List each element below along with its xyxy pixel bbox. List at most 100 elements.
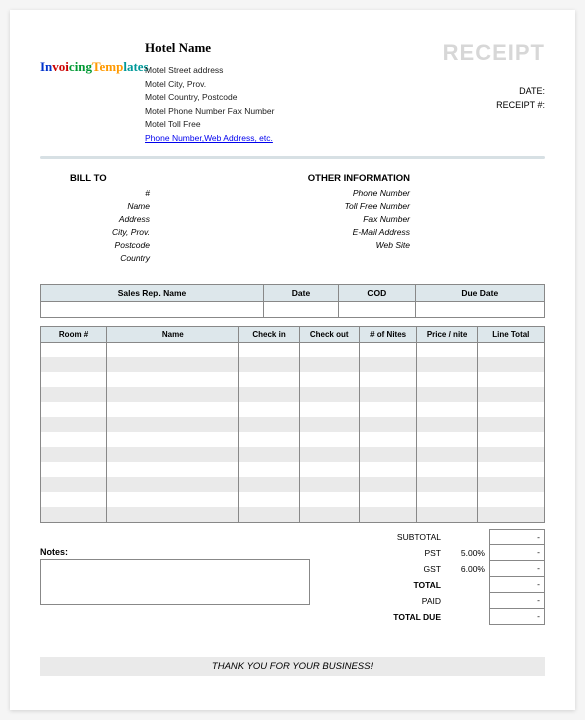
item-cell[interactable]	[359, 447, 417, 462]
hotel-link[interactable]: Phone Number,Web Address, etc.	[145, 133, 273, 143]
meta-cell[interactable]	[41, 301, 264, 317]
item-cell[interactable]	[299, 432, 359, 447]
item-cell[interactable]	[477, 342, 544, 357]
item-cell[interactable]	[239, 417, 299, 432]
item-cell[interactable]	[477, 447, 544, 462]
item-cell[interactable]	[477, 507, 544, 522]
pst-value: -	[489, 545, 545, 561]
item-cell[interactable]	[239, 342, 299, 357]
item-cell[interactable]	[417, 507, 477, 522]
item-cell[interactable]	[299, 342, 359, 357]
item-cell[interactable]	[299, 402, 359, 417]
item-cell[interactable]	[359, 417, 417, 432]
item-cell[interactable]	[107, 477, 239, 492]
item-cell[interactable]	[107, 342, 239, 357]
item-row	[41, 432, 545, 447]
item-cell[interactable]	[359, 432, 417, 447]
due-value: -	[489, 609, 545, 625]
item-cell[interactable]	[359, 342, 417, 357]
item-cell[interactable]	[41, 462, 107, 477]
item-cell[interactable]	[417, 447, 477, 462]
item-cell[interactable]	[41, 477, 107, 492]
item-cell[interactable]	[239, 387, 299, 402]
item-cell[interactable]	[107, 432, 239, 447]
item-cell[interactable]	[417, 432, 477, 447]
item-cell[interactable]	[239, 477, 299, 492]
gst-label: GST	[315, 564, 445, 574]
item-cell[interactable]	[359, 507, 417, 522]
item-cell[interactable]	[41, 387, 107, 402]
meta-cell[interactable]	[415, 301, 544, 317]
item-cell[interactable]	[417, 357, 477, 372]
item-cell[interactable]	[299, 387, 359, 402]
item-cell[interactable]	[359, 462, 417, 477]
item-cell[interactable]	[299, 357, 359, 372]
item-cell[interactable]	[417, 477, 477, 492]
item-cell[interactable]	[299, 447, 359, 462]
item-cell[interactable]	[477, 372, 544, 387]
item-cell[interactable]	[41, 342, 107, 357]
total-value: -	[489, 577, 545, 593]
item-cell[interactable]	[417, 417, 477, 432]
meta-cell[interactable]	[263, 301, 338, 317]
item-cell[interactable]	[359, 387, 417, 402]
item-cell[interactable]	[299, 372, 359, 387]
item-cell[interactable]	[417, 372, 477, 387]
due-label: TOTAL DUE	[315, 612, 445, 622]
notes-box[interactable]	[40, 559, 310, 605]
item-cell[interactable]	[41, 507, 107, 522]
item-cell[interactable]	[41, 372, 107, 387]
item-cell[interactable]	[299, 477, 359, 492]
item-cell[interactable]	[239, 372, 299, 387]
item-cell[interactable]	[477, 492, 544, 507]
item-cell[interactable]	[299, 492, 359, 507]
receipt-num-label: RECEIPT #:	[443, 98, 545, 112]
item-cell[interactable]	[239, 507, 299, 522]
item-cell[interactable]	[107, 402, 239, 417]
item-cell[interactable]	[107, 372, 239, 387]
item-cell[interactable]	[41, 492, 107, 507]
item-cell[interactable]	[239, 432, 299, 447]
item-cell[interactable]	[477, 462, 544, 477]
item-cell[interactable]	[477, 387, 544, 402]
item-cell[interactable]	[417, 387, 477, 402]
meta-cell[interactable]	[339, 301, 415, 317]
item-cell[interactable]	[107, 462, 239, 477]
item-cell[interactable]	[417, 402, 477, 417]
item-cell[interactable]	[417, 462, 477, 477]
item-cell[interactable]	[477, 357, 544, 372]
item-cell[interactable]	[299, 417, 359, 432]
item-cell[interactable]	[477, 417, 544, 432]
item-cell[interactable]	[107, 417, 239, 432]
item-cell[interactable]	[107, 507, 239, 522]
item-cell[interactable]	[477, 432, 544, 447]
item-header: Check in	[239, 326, 299, 342]
item-cell[interactable]	[359, 477, 417, 492]
item-cell[interactable]	[239, 447, 299, 462]
other-info-line: Phone Number	[250, 187, 410, 200]
item-cell[interactable]	[477, 402, 544, 417]
item-cell[interactable]	[359, 402, 417, 417]
bill-to-line: #	[40, 187, 150, 200]
item-cell[interactable]	[41, 417, 107, 432]
item-cell[interactable]	[107, 492, 239, 507]
item-cell[interactable]	[41, 447, 107, 462]
item-cell[interactable]	[417, 492, 477, 507]
item-cell[interactable]	[239, 402, 299, 417]
item-cell[interactable]	[41, 432, 107, 447]
item-cell[interactable]	[41, 357, 107, 372]
item-cell[interactable]	[417, 342, 477, 357]
item-cell[interactable]	[359, 357, 417, 372]
item-cell[interactable]	[107, 357, 239, 372]
item-cell[interactable]	[477, 477, 544, 492]
item-cell[interactable]	[107, 447, 239, 462]
item-cell[interactable]	[239, 492, 299, 507]
item-cell[interactable]	[239, 462, 299, 477]
item-cell[interactable]	[107, 387, 239, 402]
item-cell[interactable]	[299, 507, 359, 522]
item-cell[interactable]	[239, 357, 299, 372]
item-cell[interactable]	[359, 492, 417, 507]
item-cell[interactable]	[359, 372, 417, 387]
item-cell[interactable]	[299, 462, 359, 477]
item-cell[interactable]	[41, 402, 107, 417]
